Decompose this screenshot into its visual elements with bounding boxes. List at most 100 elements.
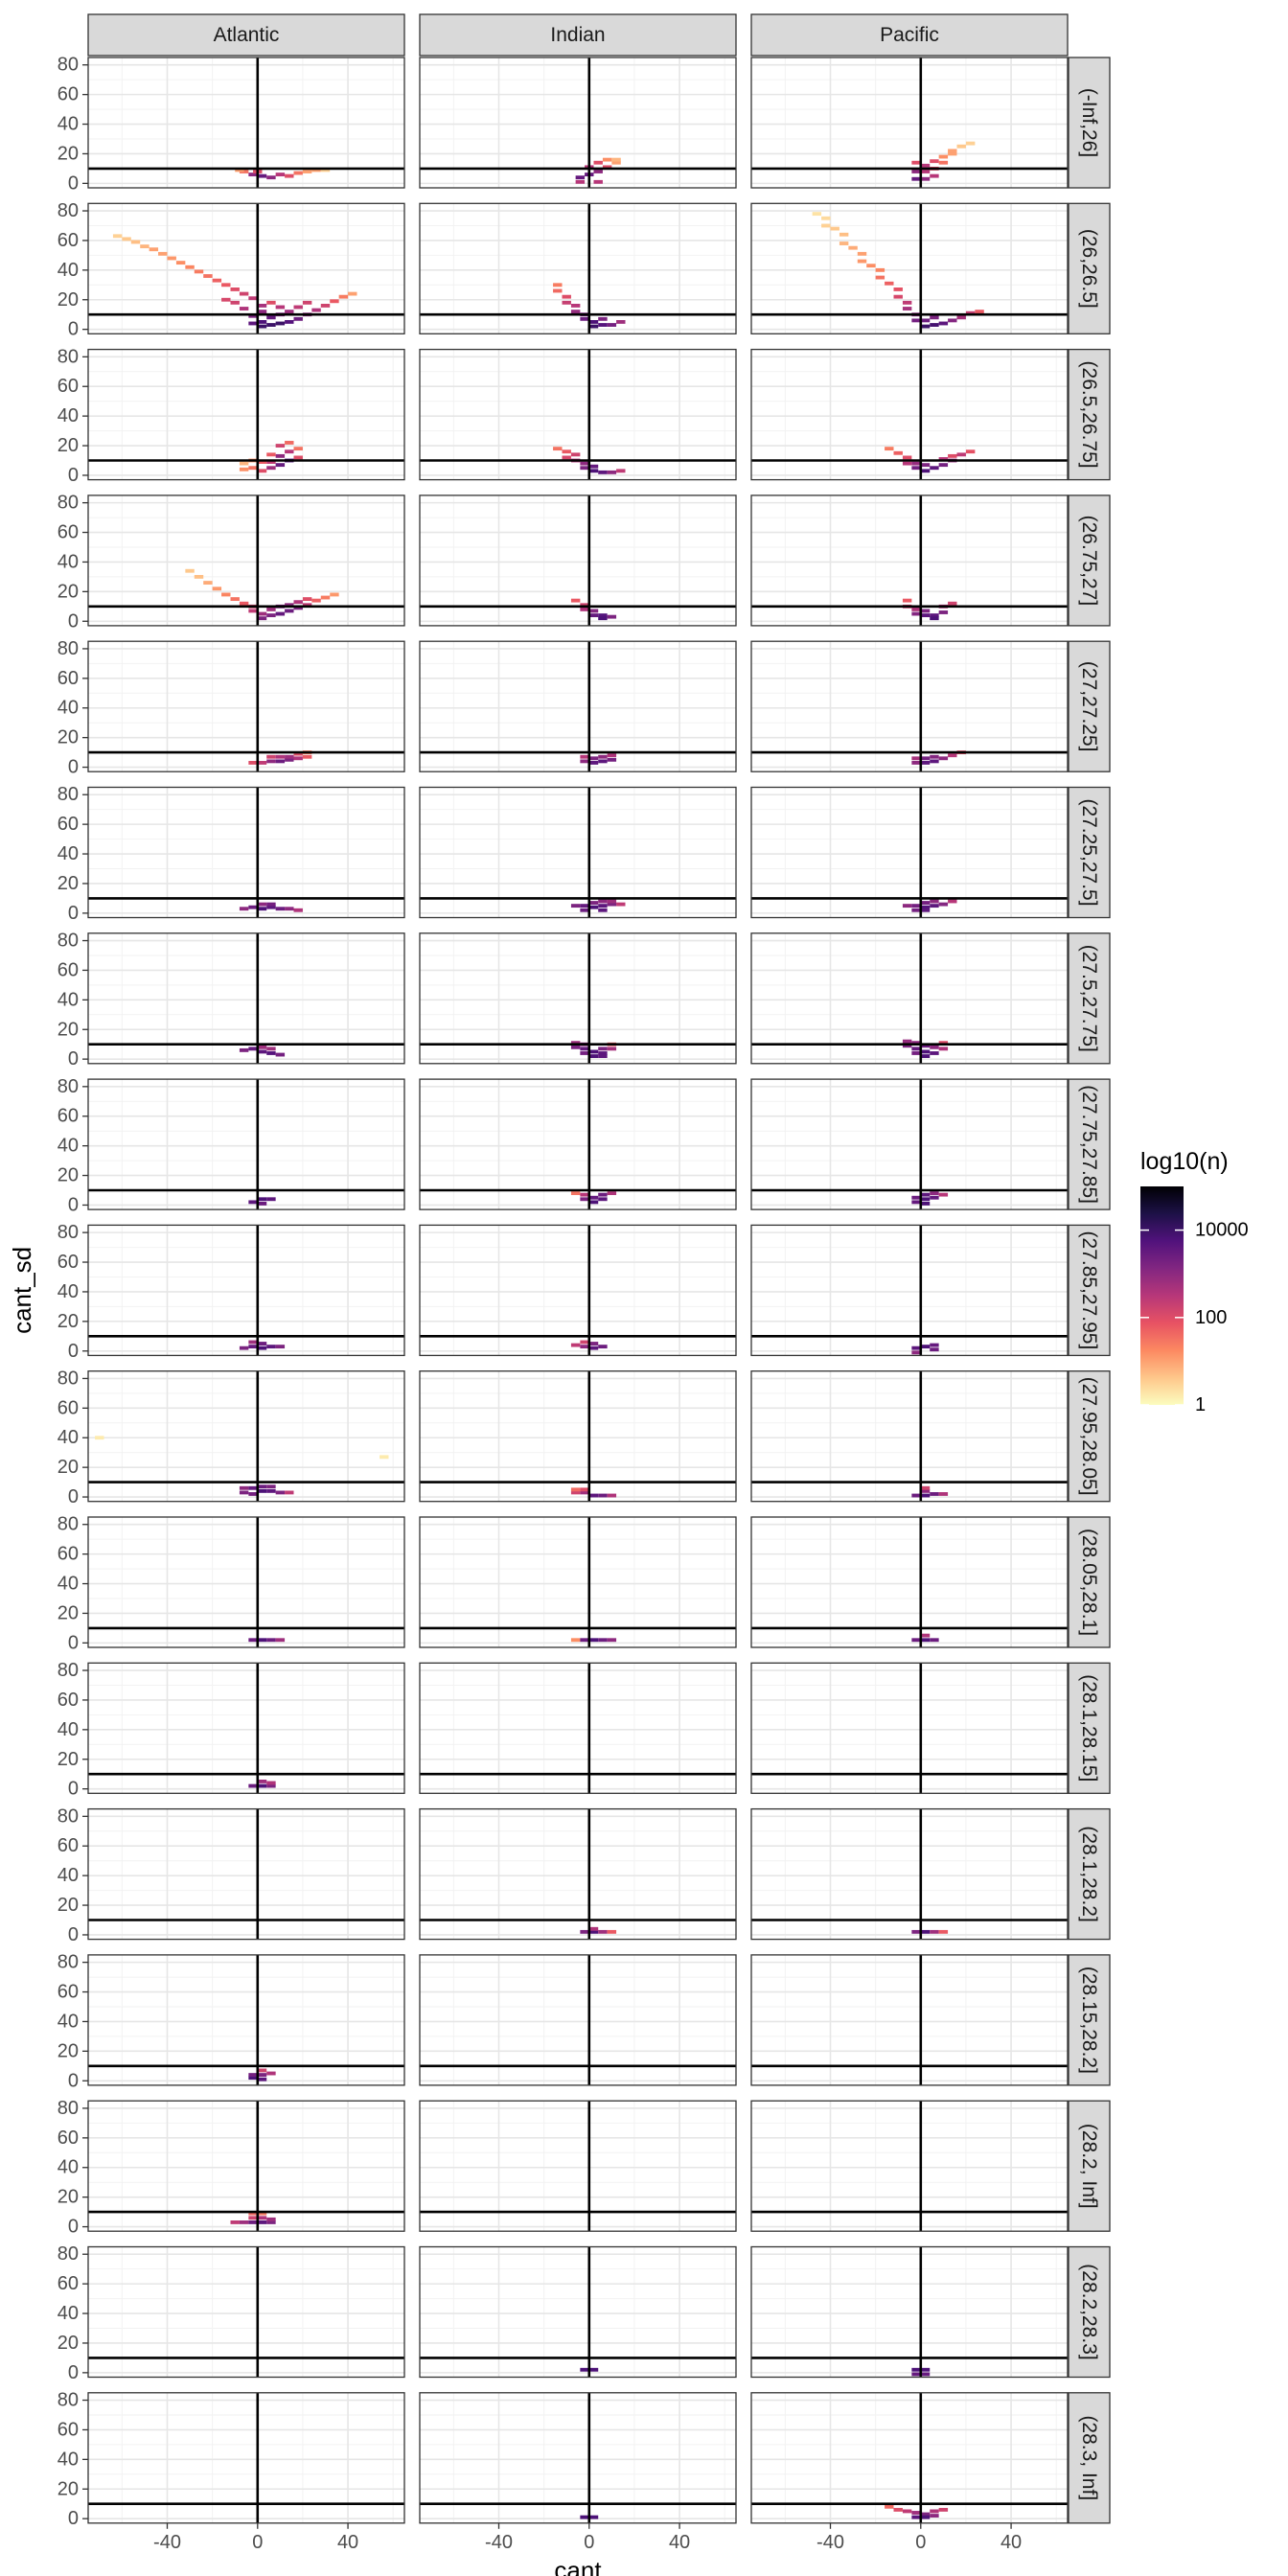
y-tick-label: 20 <box>58 1749 79 1770</box>
heatmap-bin <box>948 151 957 156</box>
y-tick-label: 60 <box>58 2419 79 2440</box>
y-tick-label: 40 <box>58 1427 79 1448</box>
facet-panel <box>87 1954 405 2086</box>
heatmap-bin <box>266 460 276 464</box>
facet-panel <box>87 1078 405 1210</box>
y-tick-label: 0 <box>68 610 79 632</box>
row-strip-label: (27.25,27.5] <box>1078 798 1100 906</box>
heatmap-bin <box>266 323 276 327</box>
heatmap-bin <box>911 170 921 173</box>
facet-panel <box>419 494 737 627</box>
heatmap-bin <box>112 234 123 239</box>
panel-background <box>751 58 1068 188</box>
heatmap-bin <box>598 470 608 474</box>
heatmap-bin <box>185 568 195 573</box>
heatmap-bin <box>930 1045 939 1049</box>
x-tick-label: 0 <box>252 2532 263 2553</box>
heatmap-bin <box>607 614 617 619</box>
heatmap-bin <box>975 310 984 314</box>
heatmap-bin <box>930 759 939 764</box>
heatmap-bin <box>580 1929 589 1934</box>
heatmap-bin <box>293 171 303 175</box>
heatmap-bin <box>239 291 249 296</box>
heatmap-bin <box>285 1490 294 1495</box>
panel-background <box>420 349 736 480</box>
heatmap-bin <box>203 274 213 278</box>
heatmap-bin <box>598 616 608 621</box>
y-tick-label: 80 <box>58 2243 79 2265</box>
row-strip-background <box>1068 57 1111 189</box>
heatmap-bin <box>930 899 939 904</box>
heatmap-bin <box>598 759 608 764</box>
heatmap-bin <box>911 1350 921 1355</box>
facet-panel <box>750 1224 1069 1357</box>
y-tick-label: 40 <box>58 2303 79 2324</box>
heatmap-bin <box>588 1638 599 1643</box>
heatmap-bin <box>920 901 931 905</box>
heatmap-bin <box>570 310 581 314</box>
panels-layer <box>87 57 1069 2524</box>
heatmap-bin <box>598 904 608 908</box>
y-tick-label: 80 <box>58 1222 79 1243</box>
panel-border <box>87 932 405 1065</box>
heatmap-bin <box>275 321 286 326</box>
panel-background <box>88 1370 404 1502</box>
y-tick-label: 40 <box>58 1136 79 1157</box>
y-tick-label: 20 <box>58 727 79 748</box>
column-strip-background <box>750 13 1069 57</box>
y-tick-label: 20 <box>58 1019 79 1040</box>
heatmap-bin <box>275 1490 286 1495</box>
heatmap-bin <box>580 316 589 321</box>
heatmap-bin <box>902 1044 912 1048</box>
panel-background <box>88 1663 404 1794</box>
panel-border <box>419 640 737 772</box>
heatmap-bin <box>920 1488 931 1493</box>
heatmap-bin <box>893 2507 903 2512</box>
facet-panel <box>419 1078 737 1210</box>
row-strip-label: (28.2,28.3] <box>1078 2264 1100 2359</box>
heatmap-bin <box>338 294 349 299</box>
heatmap-bin <box>194 574 204 579</box>
heatmap-bin <box>588 320 599 324</box>
panel-background <box>420 1370 736 1502</box>
heatmap-bin <box>607 470 617 474</box>
row-strip-label: (28.3, Inf] <box>1078 2415 1100 2500</box>
y-tick-label: 60 <box>58 814 79 835</box>
facet-panel <box>87 786 405 919</box>
panel-border <box>419 2245 737 2379</box>
heatmap-bin <box>588 761 599 765</box>
heatmap-bin <box>956 144 966 149</box>
facet-panel <box>87 57 405 189</box>
heatmap-bin <box>257 1638 267 1643</box>
heatmap-bin <box>580 759 589 764</box>
row-strip: (28.2, Inf] <box>1068 2100 1111 2232</box>
heatmap-bin <box>607 902 617 907</box>
heatmap-bin <box>248 2220 258 2224</box>
y-tick-label: 60 <box>58 522 79 543</box>
heatmap-bin <box>911 160 921 165</box>
heatmap-bin <box>570 1041 581 1046</box>
row-strip-background <box>1068 1224 1111 1357</box>
row-strip: (28.1,28.15] <box>1068 1662 1111 1794</box>
row-strip-label: (28.2, Inf] <box>1078 2124 1100 2209</box>
facet-panel <box>87 494 405 627</box>
heatmap-bin <box>598 323 608 327</box>
heatmap-bin <box>122 237 131 242</box>
heatmap-bin <box>221 283 231 288</box>
heatmap-bin <box>239 307 249 310</box>
heatmap-bin <box>285 603 294 608</box>
panel-border <box>87 494 405 627</box>
heatmap-bin <box>293 455 303 460</box>
y-tick-label: 0 <box>68 1924 79 1945</box>
row-strip: (28.05,28.1] <box>1068 1516 1111 1648</box>
heatmap-bin <box>920 2367 931 2372</box>
panel-background <box>420 1808 736 1940</box>
heatmap-bin <box>570 1638 581 1643</box>
heatmap-bin <box>588 1493 599 1498</box>
y-tick-label: 80 <box>58 200 79 221</box>
y-tick-label: 40 <box>58 1281 79 1302</box>
heatmap-bin <box>911 1929 921 1934</box>
facet-panel <box>750 2245 1069 2379</box>
heatmap-bin <box>607 1046 617 1051</box>
heatmap-bin <box>570 598 581 603</box>
